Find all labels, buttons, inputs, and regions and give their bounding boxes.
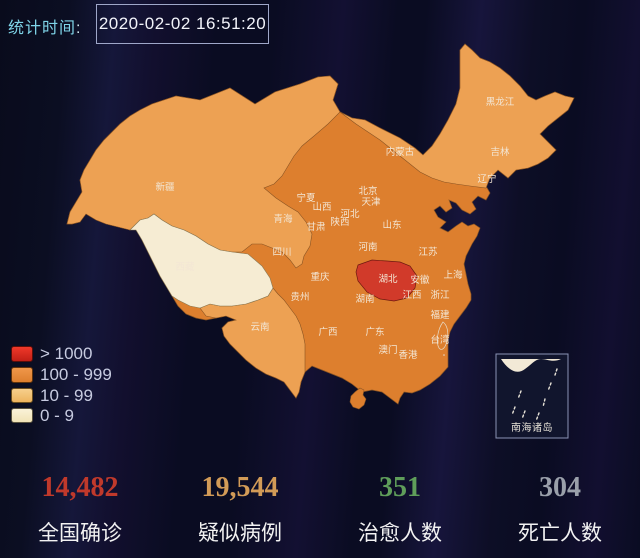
svg-text:广东: 广东: [365, 326, 384, 338]
svg-text:浙江: 浙江: [430, 289, 450, 301]
svg-text:安徽: 安徽: [410, 274, 430, 286]
svg-text:河南: 河南: [358, 241, 377, 253]
svg-text:湖南: 湖南: [355, 293, 374, 305]
svg-text:北京: 北京: [358, 185, 377, 197]
svg-text:西藏: 西藏: [175, 261, 195, 273]
svg-text:新疆: 新疆: [155, 181, 175, 193]
svg-text:重庆: 重庆: [310, 271, 330, 283]
svg-text:香港: 香港: [398, 349, 418, 361]
svg-text:贵州: 贵州: [290, 291, 309, 303]
svg-text:云南: 云南: [250, 321, 269, 333]
svg-text:黑龙江: 黑龙江: [486, 96, 515, 108]
svg-text:澳门: 澳门: [378, 344, 397, 356]
svg-text:甘肃: 甘肃: [306, 221, 325, 233]
svg-text:辽宁: 辽宁: [477, 173, 496, 185]
svg-text:宁夏: 宁夏: [296, 192, 316, 204]
svg-text:湖北: 湖北: [378, 274, 398, 285]
svg-text:河北: 河北: [340, 208, 360, 220]
svg-text:广西: 广西: [318, 326, 337, 338]
svg-text:天津: 天津: [361, 197, 381, 208]
svg-text:内蒙古: 内蒙古: [386, 146, 415, 158]
svg-text:青海: 青海: [273, 213, 293, 225]
svg-text:四川: 四川: [272, 247, 291, 258]
svg-text:福建: 福建: [430, 309, 450, 321]
svg-text:上海: 上海: [443, 269, 463, 281]
svg-text:台湾: 台湾: [430, 334, 450, 346]
svg-text:吉林: 吉林: [490, 146, 510, 158]
svg-text:江苏: 江苏: [418, 246, 438, 258]
svg-text:江西: 江西: [402, 290, 421, 301]
svg-text:山东: 山东: [382, 219, 401, 231]
